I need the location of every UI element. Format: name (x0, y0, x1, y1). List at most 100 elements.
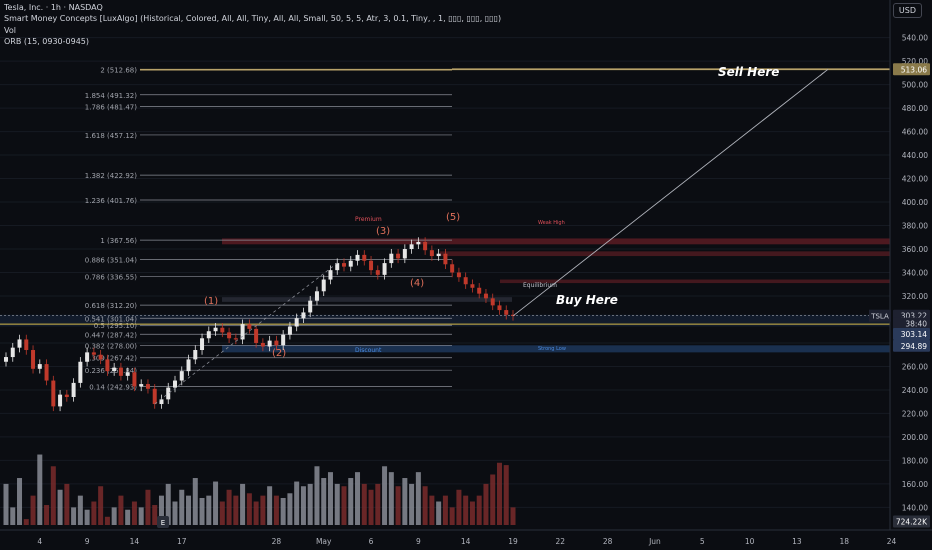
volume-bar (436, 501, 442, 525)
candle-body (78, 361, 83, 383)
candle-body (132, 372, 137, 387)
volume-bar (409, 483, 415, 525)
price-tick-label: 180.00 (902, 456, 928, 465)
volume-bar (267, 486, 273, 525)
volume-bar (442, 495, 448, 525)
price-axis-panel (890, 0, 932, 530)
symbol-title[interactable]: Tesla, Inc. · 1h · NASDAQ (4, 3, 103, 12)
candle-body (483, 293, 488, 299)
discount-zone (222, 345, 890, 353)
tradingview-logo-icon[interactable] (157, 516, 169, 528)
sell-here-label[interactable]: Sell Here (718, 65, 779, 79)
volume-bar (17, 478, 23, 525)
candle-body (423, 241, 428, 251)
volume-bar (449, 507, 455, 525)
fib-level-label: 1 (367.56) (100, 237, 137, 245)
candle-body (179, 371, 184, 381)
candle-body (31, 350, 36, 369)
price-badge-label: 513.06 (901, 65, 927, 74)
fib-level-label: 1.854 (491.32) (85, 92, 137, 100)
price-tick-label: 500.00 (902, 81, 928, 90)
time-tick-label: 22 (556, 537, 566, 546)
candle-body (443, 253, 448, 265)
candle-body (267, 340, 272, 347)
volume-bar (307, 483, 313, 525)
volume-bar (415, 472, 421, 525)
weak-high-label[interactable]: Weak High (538, 220, 565, 226)
fib-level-label: 0.309 (267.42) (85, 355, 137, 363)
time-tick-label: 14 (130, 537, 140, 546)
wave-5-label[interactable]: (5) (446, 212, 460, 223)
currency-selector[interactable]: USD (892, 3, 922, 18)
candle-body (308, 300, 313, 313)
candle-body (402, 249, 407, 259)
volume-bar (125, 509, 131, 525)
volume-bar (375, 483, 381, 525)
candle-body (362, 254, 367, 261)
wave-4-label[interactable]: (4) (410, 278, 424, 289)
candle-body (105, 359, 110, 372)
candle-body (186, 359, 191, 372)
price-badge (893, 63, 930, 76)
price-badge-label: 294.89 (901, 342, 927, 351)
indicator-orb-legend[interactable]: ORB (15, 0930-0945) (4, 37, 89, 46)
volume-bar (179, 489, 185, 525)
volume-bar (496, 462, 502, 525)
candle-body (173, 380, 177, 388)
buy-here-label[interactable]: Buy Here (556, 293, 618, 307)
candle-body (369, 260, 374, 271)
time-tick-label: Jun (648, 537, 661, 546)
volume-bar (510, 507, 516, 525)
candle-body (145, 384, 150, 389)
fib-level-label: 0.541 (301.04) (85, 315, 137, 323)
candle-body (375, 270, 380, 275)
candle-body (389, 253, 394, 264)
wave-3-label[interactable]: (3) (376, 226, 390, 237)
projection-arrow[interactable] (512, 68, 829, 317)
volume-bar (37, 454, 43, 525)
candle-body (463, 277, 468, 285)
volume-bar (10, 507, 16, 525)
volume-bar (469, 501, 475, 525)
fib-level-label: 1.618 (457.12) (85, 132, 137, 140)
volume-bar (483, 483, 489, 525)
candle-body (71, 382, 76, 397)
price-badge (893, 515, 930, 528)
candle-body (504, 310, 509, 315)
price-badge-label: 724.22K (896, 517, 928, 526)
equilibrium-label[interactable]: Equilibrium (523, 282, 557, 289)
fib-level-label: 0.447 (287.42) (85, 331, 137, 339)
orb-zone (0, 314, 890, 327)
candle-body (125, 372, 130, 376)
time-tick-label: 10 (745, 537, 755, 546)
strong-low-label[interactable]: Strong Low (538, 346, 566, 352)
candle-body (213, 327, 218, 332)
price-tick-label: 380.00 (902, 222, 928, 231)
discount-label[interactable]: Discount (355, 347, 382, 354)
price-tick-label: 420.00 (902, 175, 928, 184)
volume-bar (165, 483, 171, 525)
price-tick-label: 540.00 (902, 34, 928, 43)
volume-bar (199, 497, 205, 525)
wave-1-label[interactable]: (1) (204, 296, 218, 307)
indicator-smc-legend[interactable]: Smart Money Concepts [LuxAlgo] (Historic… (4, 14, 502, 23)
volume-bar (314, 466, 320, 525)
supply-zone (440, 251, 890, 257)
indicator-volume-legend[interactable]: Vol (4, 26, 16, 35)
volume-bar (91, 501, 97, 525)
candle-body (4, 357, 8, 362)
volume-bar (3, 483, 9, 525)
candle-body (342, 263, 346, 267)
volume-bar (57, 489, 63, 525)
premium-label[interactable]: Premium (355, 216, 382, 223)
price-tick-label: 440.00 (902, 151, 928, 160)
wave-2-label[interactable]: (2) (272, 348, 286, 359)
candle-body (260, 342, 265, 347)
fib-level-label: 0.14 (242.93) (89, 384, 137, 392)
candle-body (301, 312, 306, 319)
time-tick-label: 19 (508, 537, 518, 546)
volume-bar (23, 519, 29, 525)
symbol-tag (869, 309, 891, 322)
